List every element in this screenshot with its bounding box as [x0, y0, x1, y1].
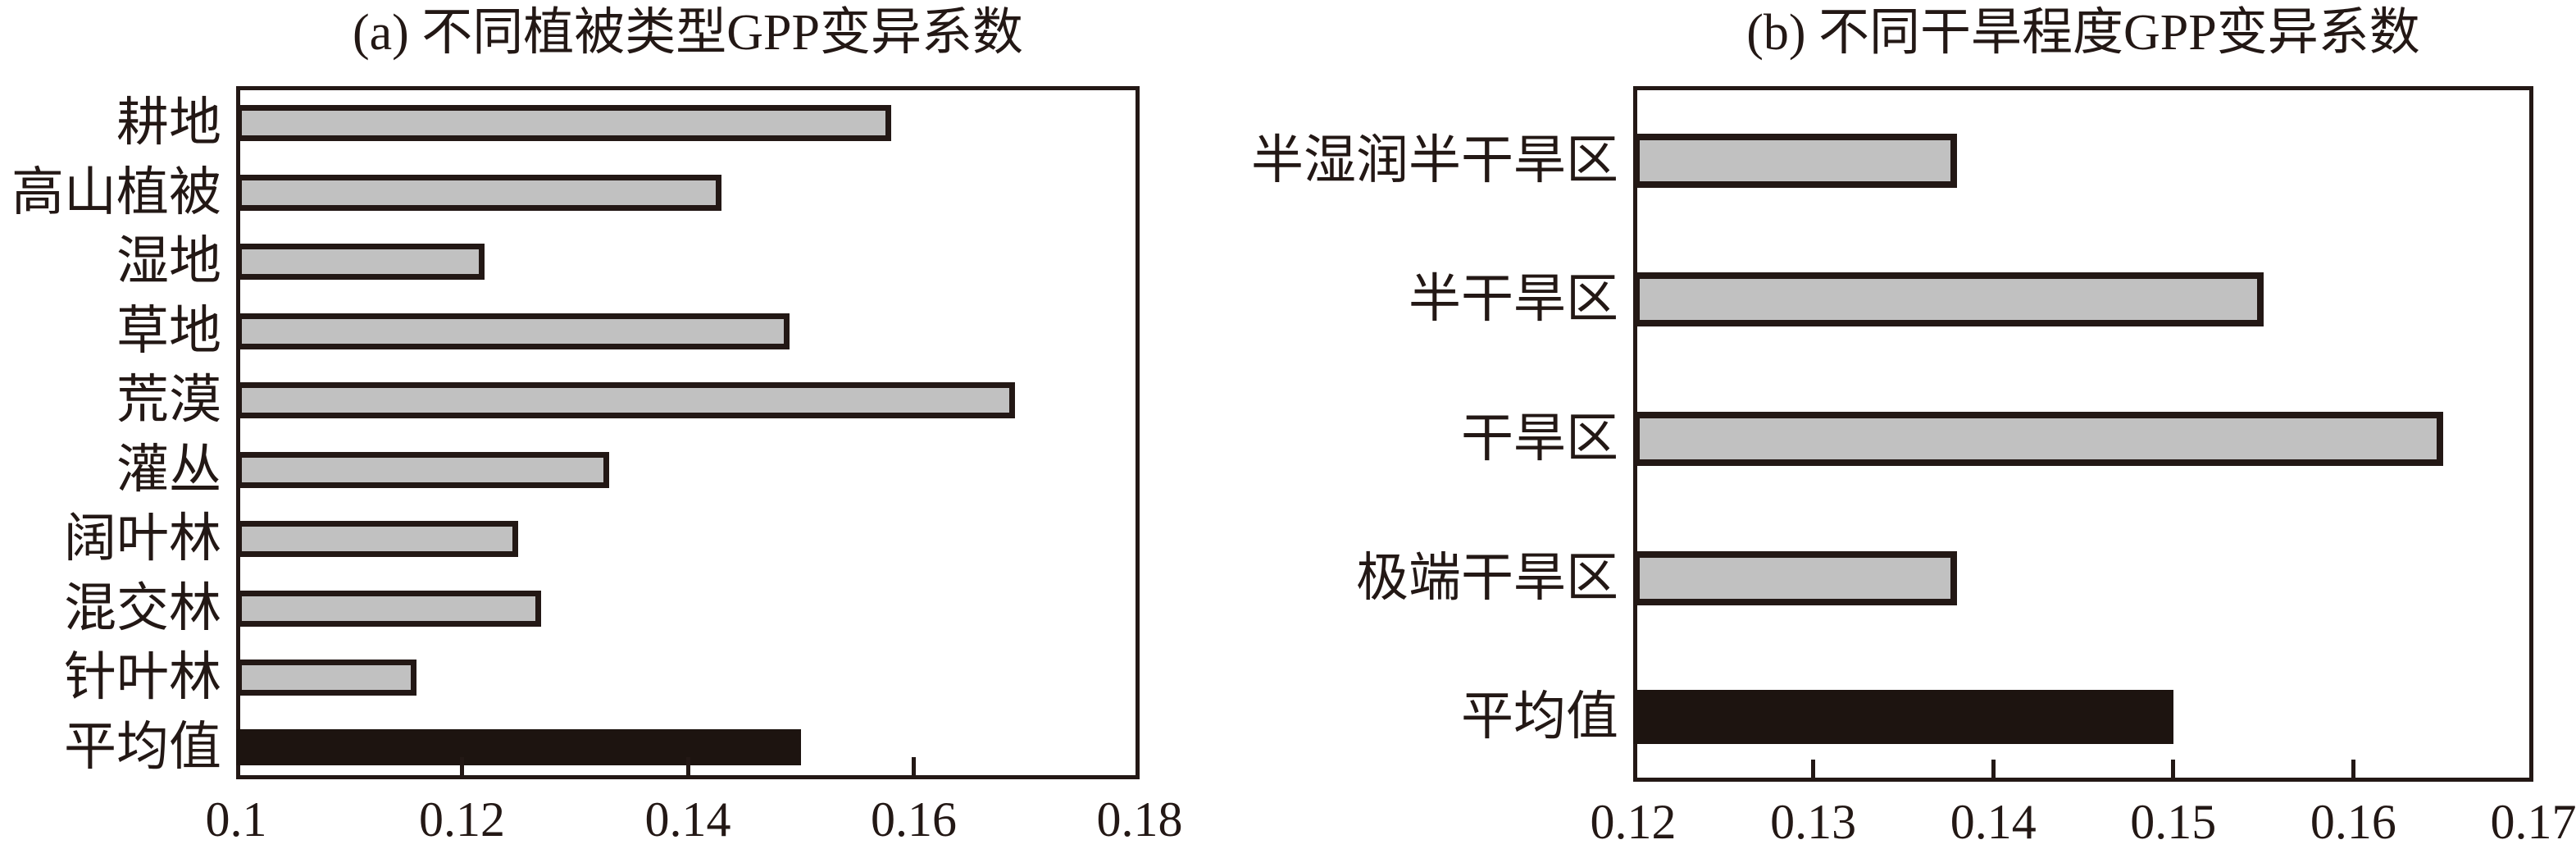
chart-a-category-label-8: 针叶林	[64, 648, 221, 707]
chart-a-bar-2	[236, 244, 485, 281]
chart-a-category-label-3: 草地	[116, 301, 221, 360]
chart-a-bar-6	[236, 521, 519, 558]
chart-b-x-tick-label-3: 0.15	[2130, 795, 2217, 849]
chart-b-category-label-0: 半湿润半干旱区	[1251, 130, 1618, 189]
chart-a-bar-8	[236, 660, 417, 696]
chart-b-title: (b) 不同干旱程度GPP变异系数	[1746, 5, 2420, 61]
chart-a-bar-5	[236, 451, 609, 488]
chart-b-category-label-2: 干旱区	[1461, 409, 1618, 468]
chart-b-category-label-4: 平均值	[1461, 687, 1618, 746]
chart-a-x-tick-1	[460, 757, 464, 775]
chart-b-x-tick-4	[2351, 760, 2355, 778]
chart-a-category-label-0: 耕地	[116, 94, 221, 153]
chart-b-x-tick-2	[1991, 760, 1996, 778]
chart-a-bar-4	[236, 382, 1016, 419]
chart-b-bar-2	[1633, 412, 2444, 466]
chart-a-x-tick-3	[912, 757, 916, 775]
chart-b-x-tick-label-1: 0.13	[1770, 795, 1857, 849]
chart-a-category-label-9: 平均值	[64, 717, 221, 776]
chart-a-category-label-2: 湿地	[116, 232, 221, 291]
chart-b-bar-0	[1633, 133, 1958, 188]
chart-a-category-label-6: 阔叶林	[64, 509, 221, 568]
chart-b-bar-4	[1633, 690, 2173, 745]
chart-a-bar-0	[236, 105, 891, 142]
chart-b-x-tick-3	[2171, 760, 2176, 778]
chart-a-x-tick-label-4: 0.18	[1096, 792, 1183, 847]
chart-b-x-tick-label-2: 0.14	[1950, 795, 2037, 849]
chart-a-title: (a) 不同植被类型GPP变异系数	[352, 5, 1024, 61]
chart-a-category-label-1: 高山植被	[11, 162, 221, 221]
chart-b-bar-1	[1633, 272, 2264, 327]
chart-b-x-tick-label-4: 0.16	[2310, 795, 2396, 849]
chart-a-bar-7	[236, 590, 541, 627]
chart-b-category-label-1: 半干旱区	[1409, 270, 1618, 329]
chart-a-category-label-7: 混交林	[64, 578, 221, 637]
chart-a-bar-3	[236, 313, 790, 349]
chart-a-x-tick-label-1: 0.12	[419, 792, 505, 847]
chart-a-x-tick-label-0: 0.1	[205, 792, 267, 847]
chart-b-x-tick-label-5: 0.17	[2490, 795, 2576, 849]
chart-a-bar-1	[236, 174, 722, 211]
chart-b-x-tick-label-0: 0.12	[1590, 795, 1677, 849]
chart-b-bar-3	[1633, 550, 1958, 605]
chart-a-x-tick-label-3: 0.16	[871, 792, 957, 847]
chart-a-category-label-5: 灌丛	[116, 440, 221, 499]
chart-a-x-tick-2	[685, 757, 690, 775]
chart-b-x-tick-1	[1811, 760, 1816, 778]
chart-a-bar-9	[236, 728, 801, 765]
chart-a-x-tick-label-2: 0.14	[644, 792, 731, 847]
chart-b-category-label-3: 极端干旱区	[1356, 548, 1618, 607]
chart-a-category-label-4: 荒漠	[116, 371, 221, 430]
